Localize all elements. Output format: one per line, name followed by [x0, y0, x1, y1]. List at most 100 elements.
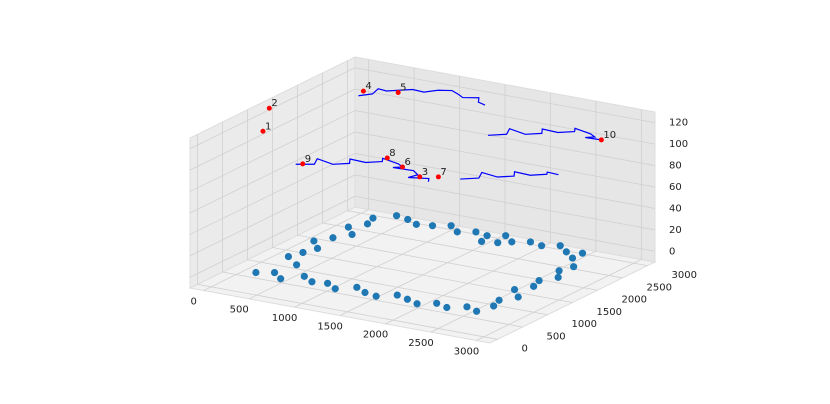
- scatter-point: [369, 214, 377, 222]
- scatter-point: [514, 293, 522, 301]
- scatter-point: [483, 232, 491, 240]
- scatter-point: [331, 285, 339, 293]
- scatter-point: [348, 230, 356, 239]
- grid-line: [247, 259, 548, 316]
- marker-point: [598, 137, 604, 143]
- scatter-point: [323, 279, 332, 287]
- scatter-point: [393, 291, 401, 299]
- y-tick-label: 2000: [622, 295, 647, 306]
- y-tick-label: 2500: [647, 282, 672, 293]
- y-tick-label: 1500: [597, 307, 622, 318]
- scatter-point: [433, 299, 441, 307]
- scatter-point: [562, 248, 570, 256]
- scatter-point: [472, 307, 481, 315]
- x-tick-label: 2500: [408, 338, 433, 349]
- scatter-point: [392, 212, 401, 220]
- scatter-point: [300, 272, 308, 280]
- scatter-point: [447, 222, 455, 230]
- grid-line: [272, 247, 573, 303]
- scatter-point: [477, 237, 486, 246]
- marker-label: 2: [271, 98, 277, 109]
- marker-label: 4: [365, 81, 371, 92]
- z-tick-label: 20: [669, 225, 682, 236]
- grid-line: [354, 174, 656, 231]
- x-tick-label: 1000: [272, 313, 297, 324]
- scatter-point: [403, 295, 412, 303]
- scatter-point: [508, 238, 516, 246]
- marker-point: [360, 88, 366, 94]
- y-tick-label: 0: [522, 344, 528, 355]
- marker-label: 10: [603, 130, 616, 141]
- grid-line: [354, 153, 656, 209]
- grid-line: [354, 88, 656, 145]
- scatter-point: [413, 300, 421, 308]
- grid-line: [189, 153, 356, 235]
- marker-label: 9: [305, 154, 311, 165]
- x-tick-label: 3000: [454, 346, 479, 357]
- grid-line: [354, 131, 656, 188]
- scatter-point: [554, 273, 562, 281]
- walk-line: [460, 170, 559, 180]
- scatter-point: [490, 302, 498, 310]
- marker-point: [384, 155, 390, 161]
- x-tick-label: 2000: [363, 330, 388, 341]
- scatter-point: [277, 275, 285, 283]
- scatter-point: [537, 242, 546, 250]
- y-tick-label: 500: [547, 331, 566, 342]
- y-tick-label: 1000: [572, 319, 597, 330]
- scatter-point: [510, 285, 519, 294]
- scatter-point: [463, 303, 471, 311]
- scatter-point: [299, 248, 307, 257]
- grid-line: [297, 234, 598, 291]
- walk-line: [295, 157, 430, 182]
- marker-label: 5: [400, 82, 406, 93]
- scatter-point: [494, 239, 502, 247]
- grid-line: [189, 88, 356, 171]
- scatter-point: [270, 268, 279, 277]
- grid-line: [189, 174, 356, 257]
- scatter-point: [568, 254, 577, 262]
- z-tick-label: 120: [669, 118, 688, 129]
- marker-point: [435, 174, 441, 180]
- marker-label: 6: [405, 157, 411, 168]
- scatter-point: [310, 237, 318, 245]
- marker-point: [260, 128, 266, 134]
- scatter-point: [344, 223, 353, 231]
- grid-line: [347, 210, 648, 267]
- marker-point: [400, 164, 405, 170]
- scatter-point: [404, 215, 412, 224]
- scatter-point: [495, 296, 503, 304]
- scatter-point: [292, 261, 301, 269]
- marker-point: [417, 174, 423, 180]
- grid-line: [189, 131, 356, 214]
- z-tick-label: 0: [669, 246, 675, 257]
- scatter-point: [502, 232, 510, 240]
- z-tick-label: 40: [669, 203, 682, 214]
- scatter-point: [308, 278, 316, 286]
- scatter-point: [329, 234, 337, 242]
- scatter-point: [353, 283, 361, 291]
- marker-label: 1: [265, 121, 271, 132]
- x-tick-label: 0: [191, 296, 197, 307]
- scatter-point: [361, 288, 369, 297]
- scatter-point: [412, 220, 420, 228]
- grid-line: [222, 271, 523, 328]
- scatter-point: [372, 292, 380, 300]
- scatter-point: [252, 268, 260, 277]
- scatter-point: [570, 263, 578, 271]
- marker-point: [266, 105, 272, 111]
- scatter-point: [535, 277, 543, 285]
- grid-line: [354, 110, 656, 166]
- scatter-point: [363, 220, 372, 228]
- marker-label: 7: [440, 167, 446, 178]
- marker-label: 3: [422, 167, 428, 178]
- x-tick-label: 1500: [317, 321, 342, 332]
- marker-point: [300, 161, 306, 167]
- scatter-point: [472, 228, 480, 236]
- marker-label: 8: [389, 148, 395, 159]
- grid-line: [189, 110, 356, 192]
- x-tick-label: 500: [230, 305, 249, 316]
- grid-line: [189, 195, 356, 278]
- grid-line: [197, 283, 498, 340]
